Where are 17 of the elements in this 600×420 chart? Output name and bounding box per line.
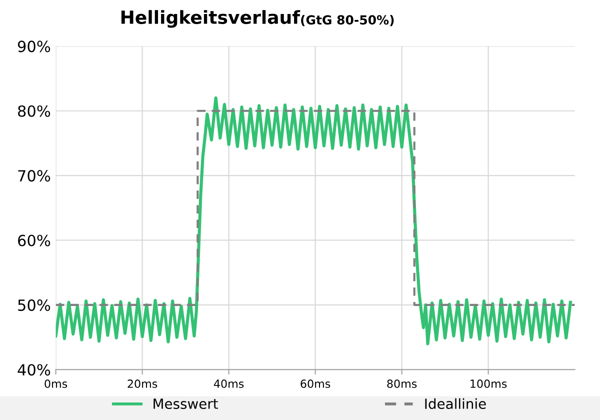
- legend-label: Messwert: [154, 398, 218, 410]
- y-tick-label: 90%: [18, 40, 50, 52]
- x-tick-label: 100ms: [470, 380, 507, 388]
- x-tick-label: 60ms: [300, 380, 330, 388]
- x-tick-label: 40ms: [214, 380, 244, 388]
- chart-title: Helligkeitsverlauf: [121, 10, 300, 28]
- line-series: [56, 96, 572, 346]
- x-tick-label: 20ms: [128, 380, 158, 388]
- x-tick-label: 0ms: [44, 380, 68, 388]
- x-tick-label: 80ms: [387, 380, 417, 388]
- chart-subtitle: (GtG 80-50%): [301, 14, 394, 26]
- y-tick-label: 70%: [18, 170, 50, 182]
- y-tick-label: 60%: [18, 234, 50, 246]
- legend-label: Ideallinie: [425, 398, 486, 410]
- y-tick-label: 50%: [18, 299, 50, 311]
- y-tick-label: 80%: [18, 105, 50, 117]
- y-tick-label: 40%: [18, 364, 50, 376]
